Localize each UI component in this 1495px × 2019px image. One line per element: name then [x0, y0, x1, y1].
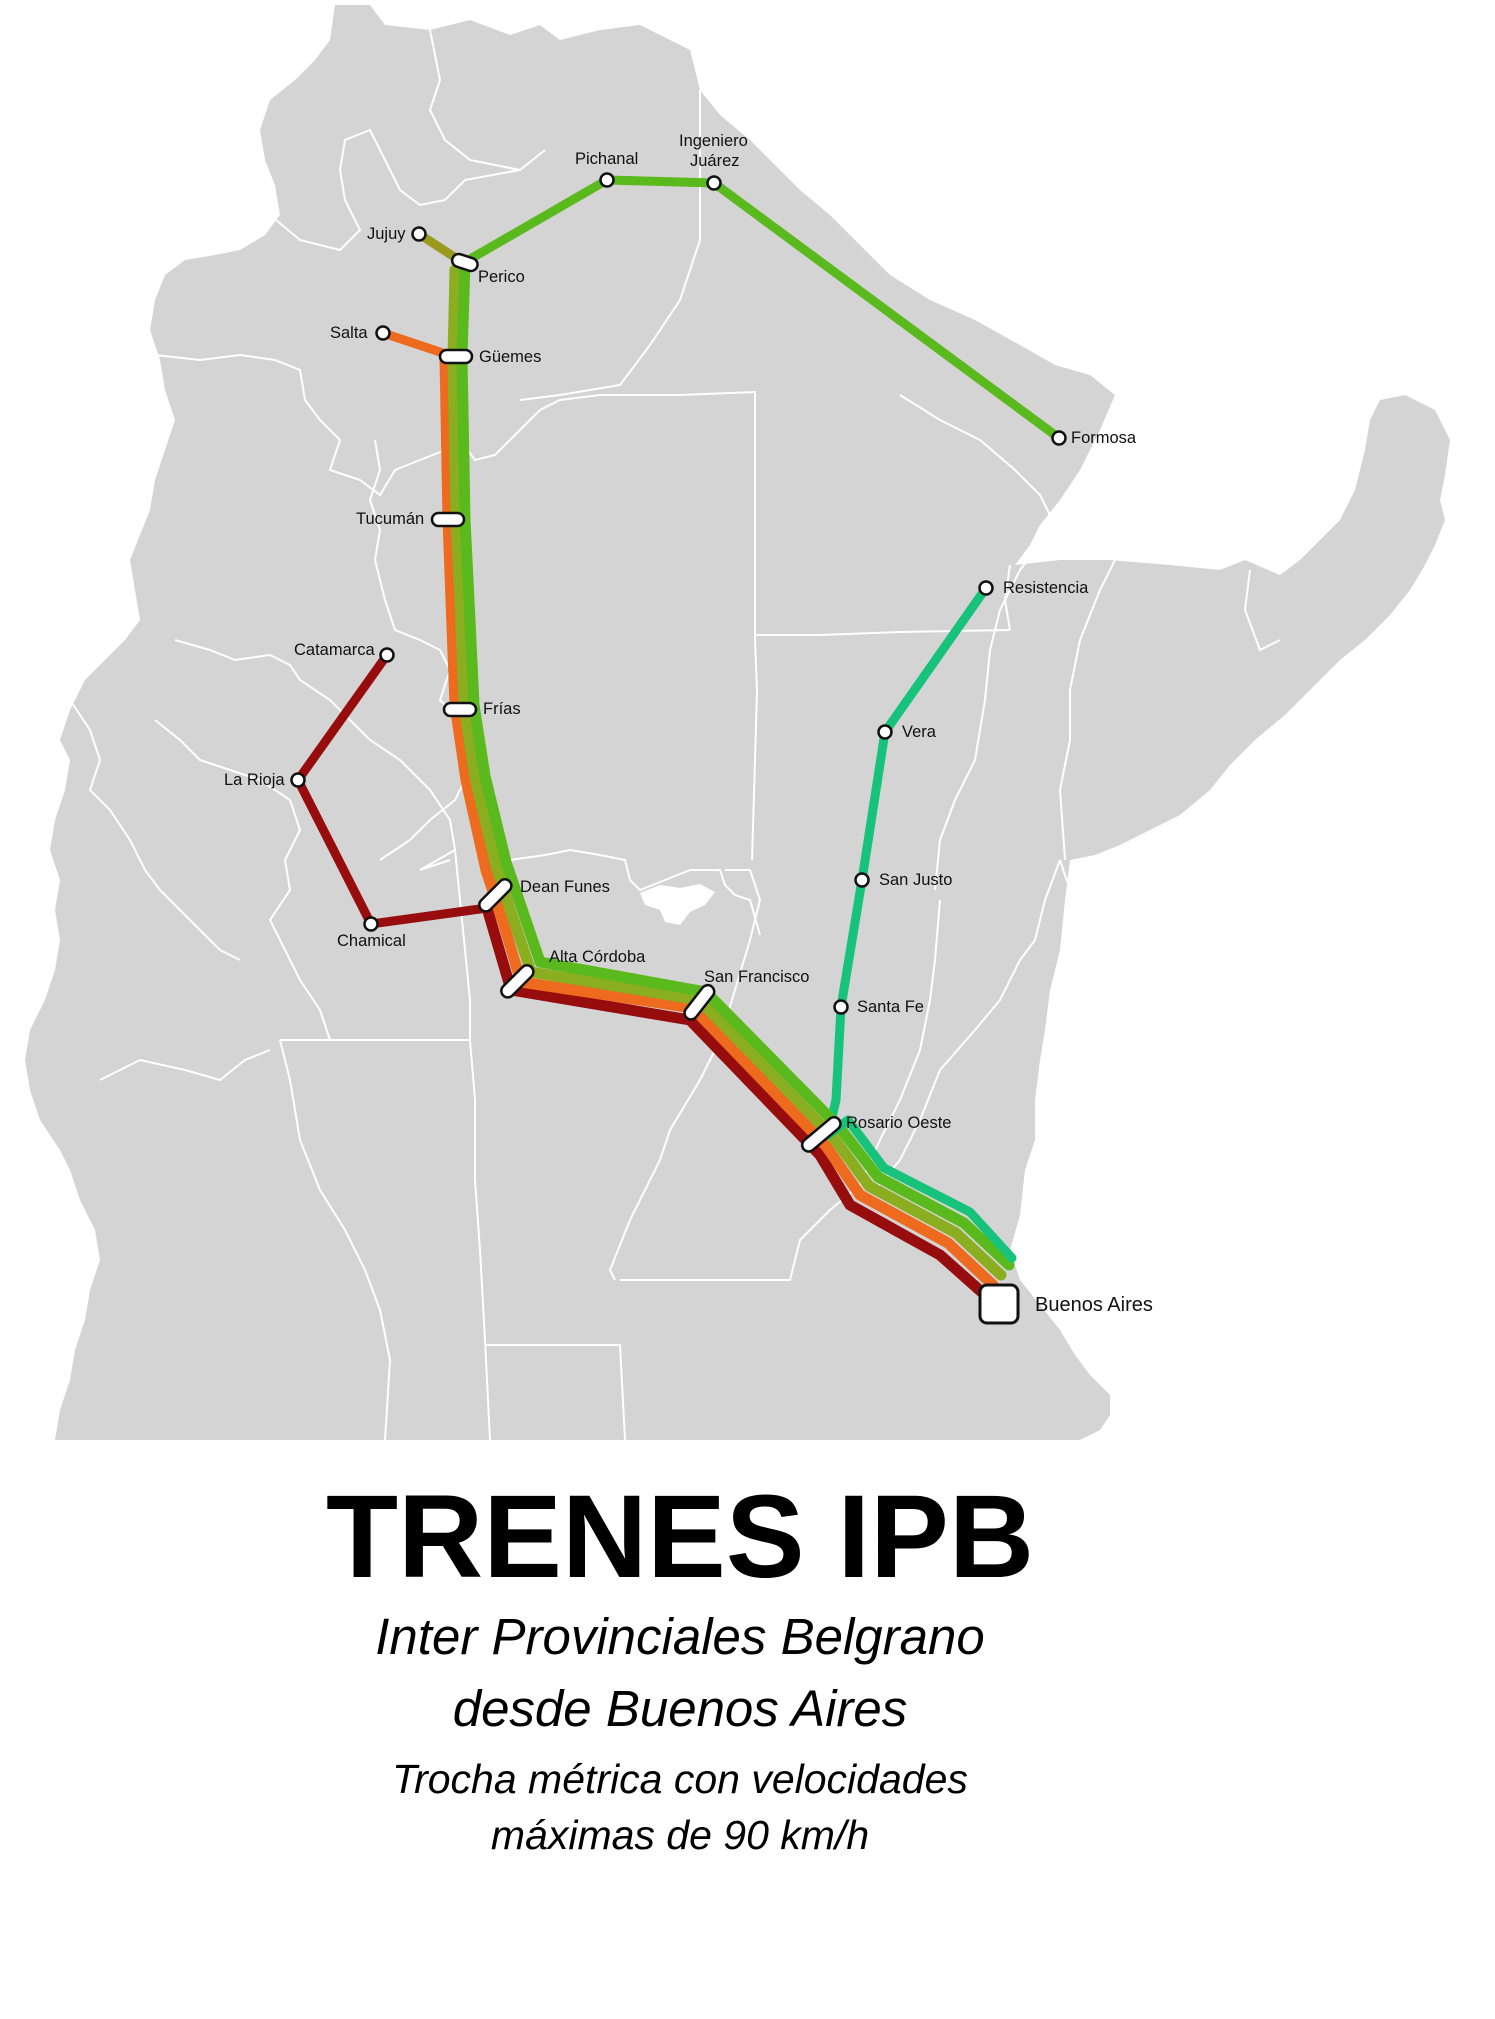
interchange-san-francisco [683, 983, 716, 1021]
station-dot-catamarca [379, 647, 395, 663]
label-la-rioja: La Rioja [224, 771, 285, 789]
label-formosa: Formosa [1071, 429, 1137, 447]
label-chamical: Chamical [337, 932, 406, 950]
border [1058, 559, 1116, 861]
interchange-guemes [438, 348, 474, 365]
border [420, 1039, 491, 1440]
border [620, 1184, 861, 1281]
interchange-tucuman [430, 511, 466, 528]
station-dot-chamical [363, 916, 379, 932]
label-guemes: Güemes [479, 348, 541, 366]
trunk-salta [439, 351, 999, 1291]
station-dot-vera [877, 724, 893, 740]
border [1039, 859, 1087, 1201]
trunk-formosa [456, 256, 1015, 1271]
border [479, 848, 761, 936]
label-buenos-aires: Buenos Aires [1035, 1294, 1153, 1316]
border [99, 1049, 271, 1082]
border [859, 899, 941, 1186]
subtitle-line-1: Inter Provinciales Belgrano [375, 1608, 985, 1665]
line-resistencia [823, 583, 991, 1140]
lake [640, 884, 715, 925]
border [154, 353, 680, 497]
label-dean-funes: Dean Funes [520, 878, 610, 896]
label-alta-cordoba: Alta Córdoba [549, 948, 646, 966]
railway-map: Pichanal Ingeniero Juárez Jujuy Perico S… [25, 5, 1450, 1440]
interchange-alta-cordoba [500, 964, 535, 999]
border [485, 1344, 626, 1440]
label-perico: Perico [478, 268, 525, 286]
border [1243, 569, 1281, 652]
station-dot-san-justo [854, 872, 870, 888]
label-catamarca: Catamarca [294, 641, 376, 659]
station-dot-ingeniero-juarez [706, 175, 722, 191]
station-terminal-buenos-aires [978, 1283, 1020, 1325]
province-borders [69, 29, 1281, 1440]
interchange-rosario-oeste [800, 1116, 842, 1153]
border [1039, 1099, 1061, 1131]
interchange-frias [442, 701, 478, 718]
station-dot-formosa [1051, 430, 1067, 446]
label-ingeniero: Ingeniero [679, 132, 748, 150]
land-area [25, 5, 1450, 1440]
station-markers [290, 172, 1067, 1325]
border [279, 1039, 392, 1440]
border [608, 869, 762, 1281]
label-pichanal: Pichanal [575, 150, 638, 168]
border [368, 439, 482, 861]
interchange-perico [450, 252, 479, 273]
label-jujuy: Jujuy [367, 225, 406, 243]
line-formosa [460, 175, 1064, 443]
border [69, 699, 241, 961]
line-catamarca [293, 650, 492, 929]
label-tucuman: Tucumán [356, 510, 424, 528]
station-dot-pichanal [599, 172, 615, 188]
label-frias: Frías [483, 700, 521, 718]
border [154, 719, 331, 1041]
note-line-1: Trocha métrica con velocidades [392, 1756, 968, 1803]
border [934, 524, 1056, 891]
station-dot-resistencia [978, 580, 994, 596]
land-mass [25, 5, 1450, 1440]
label-salta: Salta [330, 324, 368, 342]
main-title: TRENES IPB [325, 1471, 1035, 1603]
interchange-dean-funes [478, 878, 513, 913]
station-dot-santa-fe [833, 999, 849, 1015]
station-labels: Pichanal Ingeniero Juárez Jujuy Perico S… [224, 132, 1153, 1316]
border [679, 390, 759, 861]
border [619, 90, 701, 386]
note-line-2: máximas de 90 km/h [490, 1812, 870, 1859]
station-dot-la-rioja [290, 772, 306, 788]
label-santa-fe: Santa Fe [857, 998, 924, 1016]
label-rosario-oeste: Rosario Oeste [846, 1114, 951, 1132]
border [174, 639, 457, 871]
border [269, 128, 521, 252]
station-dot-salta [375, 325, 391, 341]
station-dot-jujuy [411, 226, 427, 242]
label-san-justo: San Justo [879, 871, 952, 889]
interchange-markers [430, 252, 842, 1153]
label-vera: Vera [902, 723, 937, 741]
border [899, 394, 1056, 526]
title-block: TRENES IPB Inter Provinciales Belgrano d… [0, 1440, 1495, 1860]
subtitle-line-2: desde Buenos Aires [452, 1680, 908, 1738]
label-resistencia: Resistencia [1003, 579, 1089, 597]
label-juarez: Juárez [690, 152, 740, 170]
label-san-francisco: San Francisco [704, 968, 809, 986]
border [874, 859, 1061, 1191]
border [519, 384, 621, 401]
